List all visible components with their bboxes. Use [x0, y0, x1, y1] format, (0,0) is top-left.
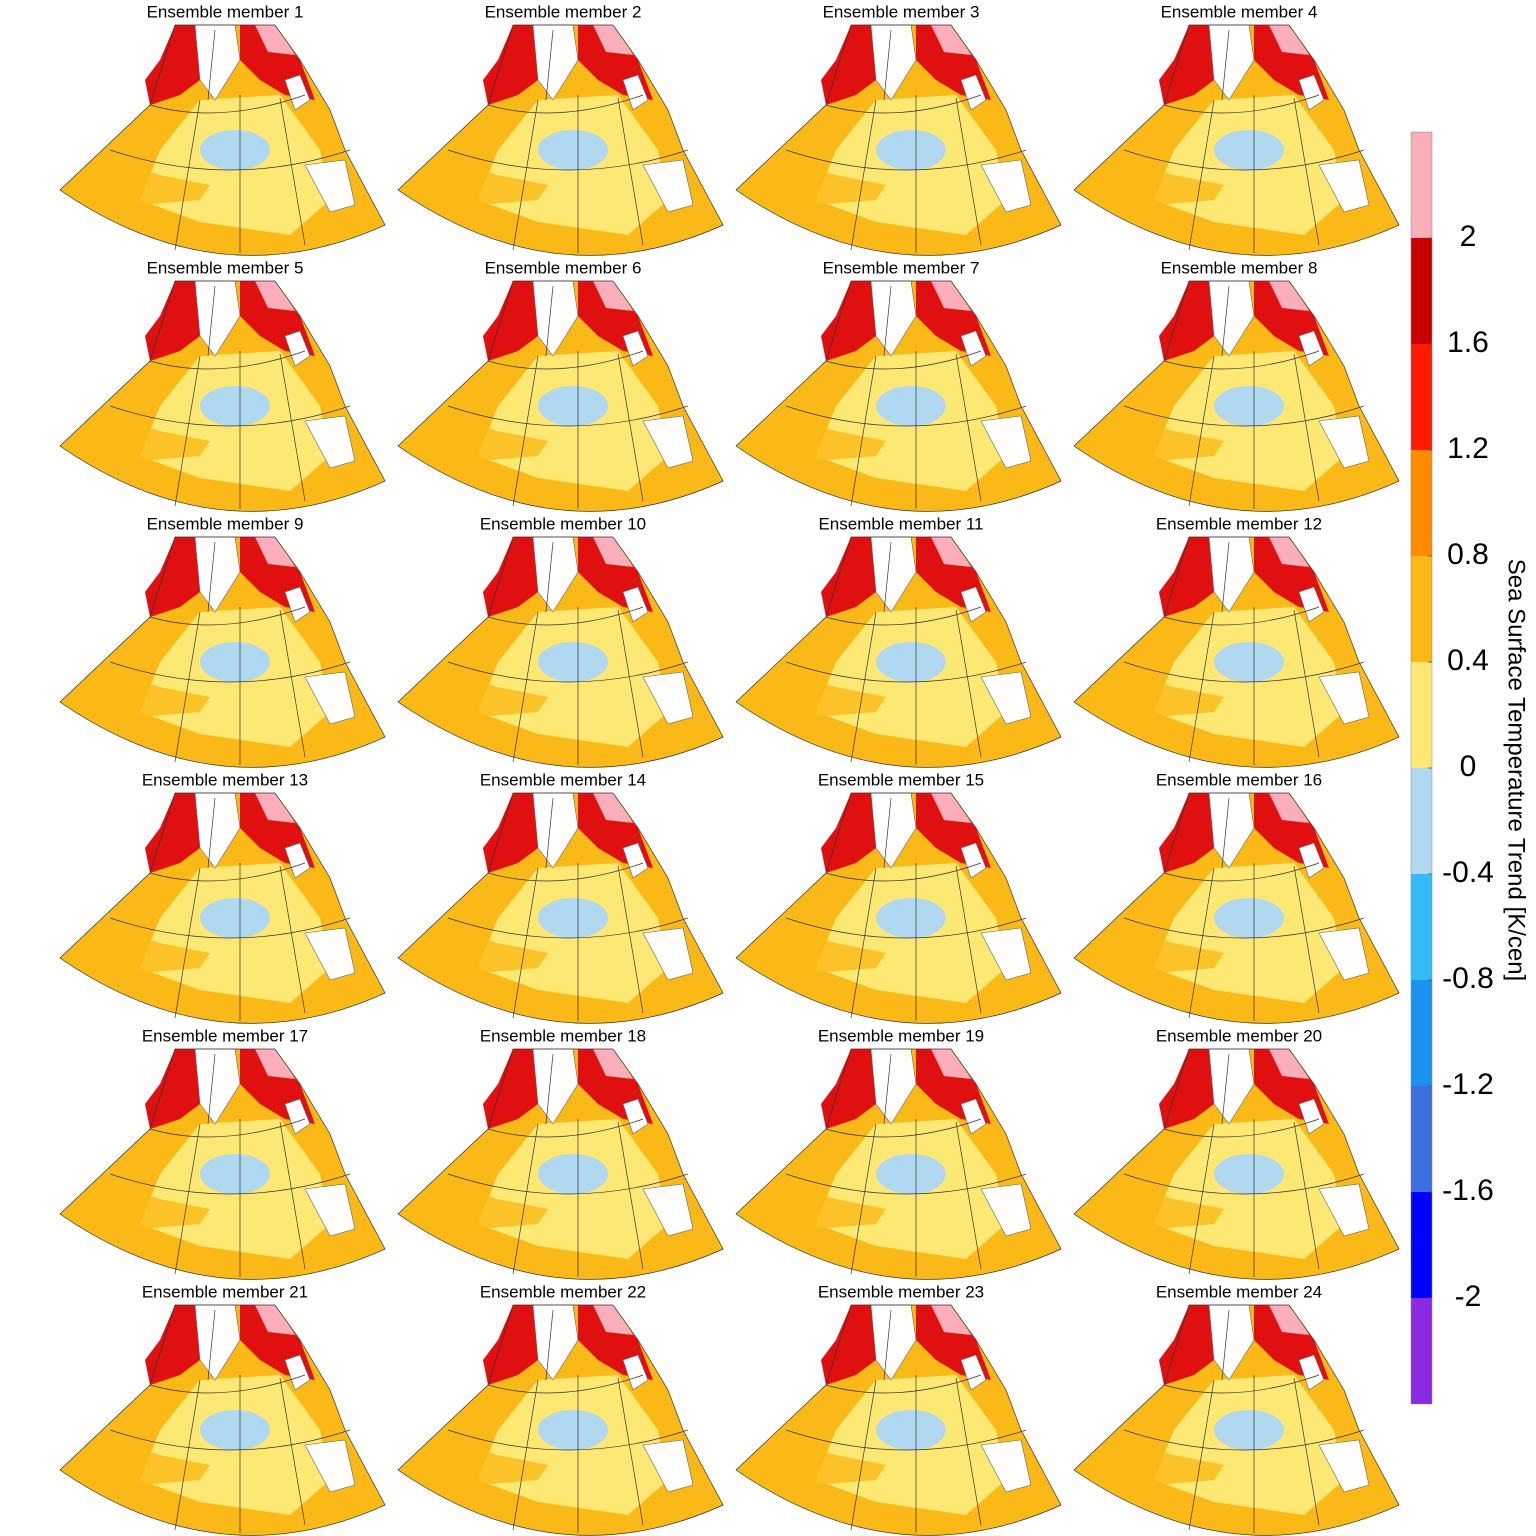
colorbar-tick-label: 0: [1460, 750, 1477, 783]
map-panel: Ensemble member 22: [397, 1282, 724, 1536]
panel-title: Ensemble member 2: [485, 2, 642, 21]
map: [59, 1304, 386, 1536]
map-panel: Ensemble member 11: [735, 514, 1062, 768]
panel-title: Ensemble member 24: [1156, 1282, 1322, 1301]
map: [1073, 1048, 1400, 1280]
colorbar-tick-label: 1.2: [1447, 432, 1489, 465]
colorbar-segment: [1411, 1086, 1432, 1192]
colorbar-tick-label: -0.8: [1442, 962, 1494, 995]
panel-title: Ensemble member 18: [480, 1026, 646, 1045]
map: [397, 1048, 724, 1280]
map: [59, 792, 386, 1024]
colorbar-segment: [1411, 1192, 1432, 1298]
panel-title: Ensemble member 5: [147, 258, 304, 277]
panel-title: Ensemble member 10: [480, 514, 646, 533]
map: [59, 280, 386, 512]
map: [735, 1048, 1062, 1280]
colorbar-segment: [1411, 450, 1432, 556]
map-panel: Ensemble member 24: [1073, 1282, 1400, 1536]
colorbar-label: Sea Surface Temperature Trend [K/cen]: [1503, 559, 1530, 981]
map: [59, 1048, 386, 1280]
panel-title: Ensemble member 20: [1156, 1026, 1322, 1045]
panel-title: Ensemble member 9: [147, 514, 304, 533]
colorbar-segment: [1411, 1298, 1432, 1404]
panel-title: Ensemble member 15: [818, 770, 984, 789]
map-panel: Ensemble member 1: [59, 2, 386, 256]
map-panel: Ensemble member 4: [1073, 2, 1400, 256]
map-panel: Ensemble member 9: [59, 514, 386, 768]
map-panel: Ensemble member 18: [397, 1026, 724, 1280]
map-panel: Ensemble member 7: [735, 258, 1062, 512]
panel-title: Ensemble member 7: [823, 258, 980, 277]
map-panel: Ensemble member 19: [735, 1026, 1062, 1280]
map-panel: Ensemble member 5: [59, 258, 386, 512]
map: [397, 536, 724, 768]
map-panel: Ensemble member 8: [1073, 258, 1400, 512]
map: [1073, 1304, 1400, 1536]
panel-title: Ensemble member 3: [823, 2, 980, 21]
panel-title: Ensemble member 19: [818, 1026, 984, 1045]
colorbar-segment: [1411, 874, 1432, 980]
colorbar-tick-label: -1.2: [1442, 1068, 1494, 1101]
map-panel: Ensemble member 12: [1073, 514, 1400, 768]
panel-title: Ensemble member 17: [142, 1026, 308, 1045]
colorbar-tick-label: -1.6: [1442, 1174, 1494, 1207]
panel-title: Ensemble member 22: [480, 1282, 646, 1301]
colorbar-tick-label: -0.4: [1442, 856, 1494, 889]
colorbar-segment: [1411, 344, 1432, 450]
map: [397, 24, 724, 256]
colorbar: 2 1.6 1.2 0.8 0.4 0 -0.4 -0.8 -1.2 -1.6 -2: [1410, 131, 1494, 1405]
map-panel: Ensemble member 23: [735, 1282, 1062, 1536]
map-panel: Ensemble member 6: [397, 258, 724, 512]
panel-title: Ensemble member 21: [142, 1282, 308, 1301]
colorbar-segment: [1411, 662, 1432, 768]
panel-title: Ensemble member 1: [147, 2, 304, 21]
map-panel: Ensemble member 13: [59, 770, 386, 1024]
colorbar-segment: [1411, 768, 1432, 874]
map-panel: Ensemble member 20: [1073, 1026, 1400, 1280]
map: [1073, 536, 1400, 768]
panel-title: Ensemble member 16: [1156, 770, 1322, 789]
colorbar-segment: [1411, 556, 1432, 662]
map-panel: Ensemble member 15: [735, 770, 1062, 1024]
colorbar-tick-label: 2: [1460, 220, 1477, 253]
colorbar-tick-label: 0.8: [1447, 538, 1489, 571]
map: [59, 24, 386, 256]
map-panel: Ensemble member 21: [59, 1282, 386, 1536]
map: [735, 1304, 1062, 1536]
panel-title: Ensemble member 8: [1161, 258, 1318, 277]
map: [59, 536, 386, 768]
map-panel: Ensemble member 16: [1073, 770, 1400, 1024]
map-panel: Ensemble member 2: [397, 2, 724, 256]
map-panel: Ensemble member 14: [397, 770, 724, 1024]
map: [1073, 280, 1400, 512]
colorbar-segment: [1411, 238, 1432, 344]
map-panel: Ensemble member 17: [59, 1026, 386, 1280]
map: [1073, 24, 1400, 256]
map: [397, 1304, 724, 1536]
panel-title: Ensemble member 6: [485, 258, 642, 277]
map: [735, 24, 1062, 256]
panel-title: Ensemble member 11: [818, 514, 983, 533]
panel-title: Ensemble member 13: [142, 770, 308, 789]
map: [397, 280, 724, 512]
map: [735, 280, 1062, 512]
panel-title: Ensemble member 4: [1161, 2, 1318, 21]
colorbar-segment: [1411, 132, 1432, 238]
colorbar-tick-label: 0.4: [1447, 644, 1489, 677]
colorbar-tick-label: 1.6: [1447, 326, 1489, 359]
colorbar-tick-label: -2: [1455, 1280, 1482, 1313]
colorbar-segment: [1411, 980, 1432, 1086]
map: [397, 792, 724, 1024]
panel-title: Ensemble member 23: [818, 1282, 984, 1301]
panel-title: Ensemble member 12: [1156, 514, 1322, 533]
map: [735, 792, 1062, 1024]
map-panel: Ensemble member 10: [397, 514, 724, 768]
map: [735, 536, 1062, 768]
panel-title: Ensemble member 14: [480, 770, 646, 789]
map: [1073, 792, 1400, 1024]
panels: Ensemble member 1 Ensemble member 2 Ensemb…: [59, 2, 1400, 1536]
map-panel: Ensemble member 3: [735, 2, 1062, 256]
